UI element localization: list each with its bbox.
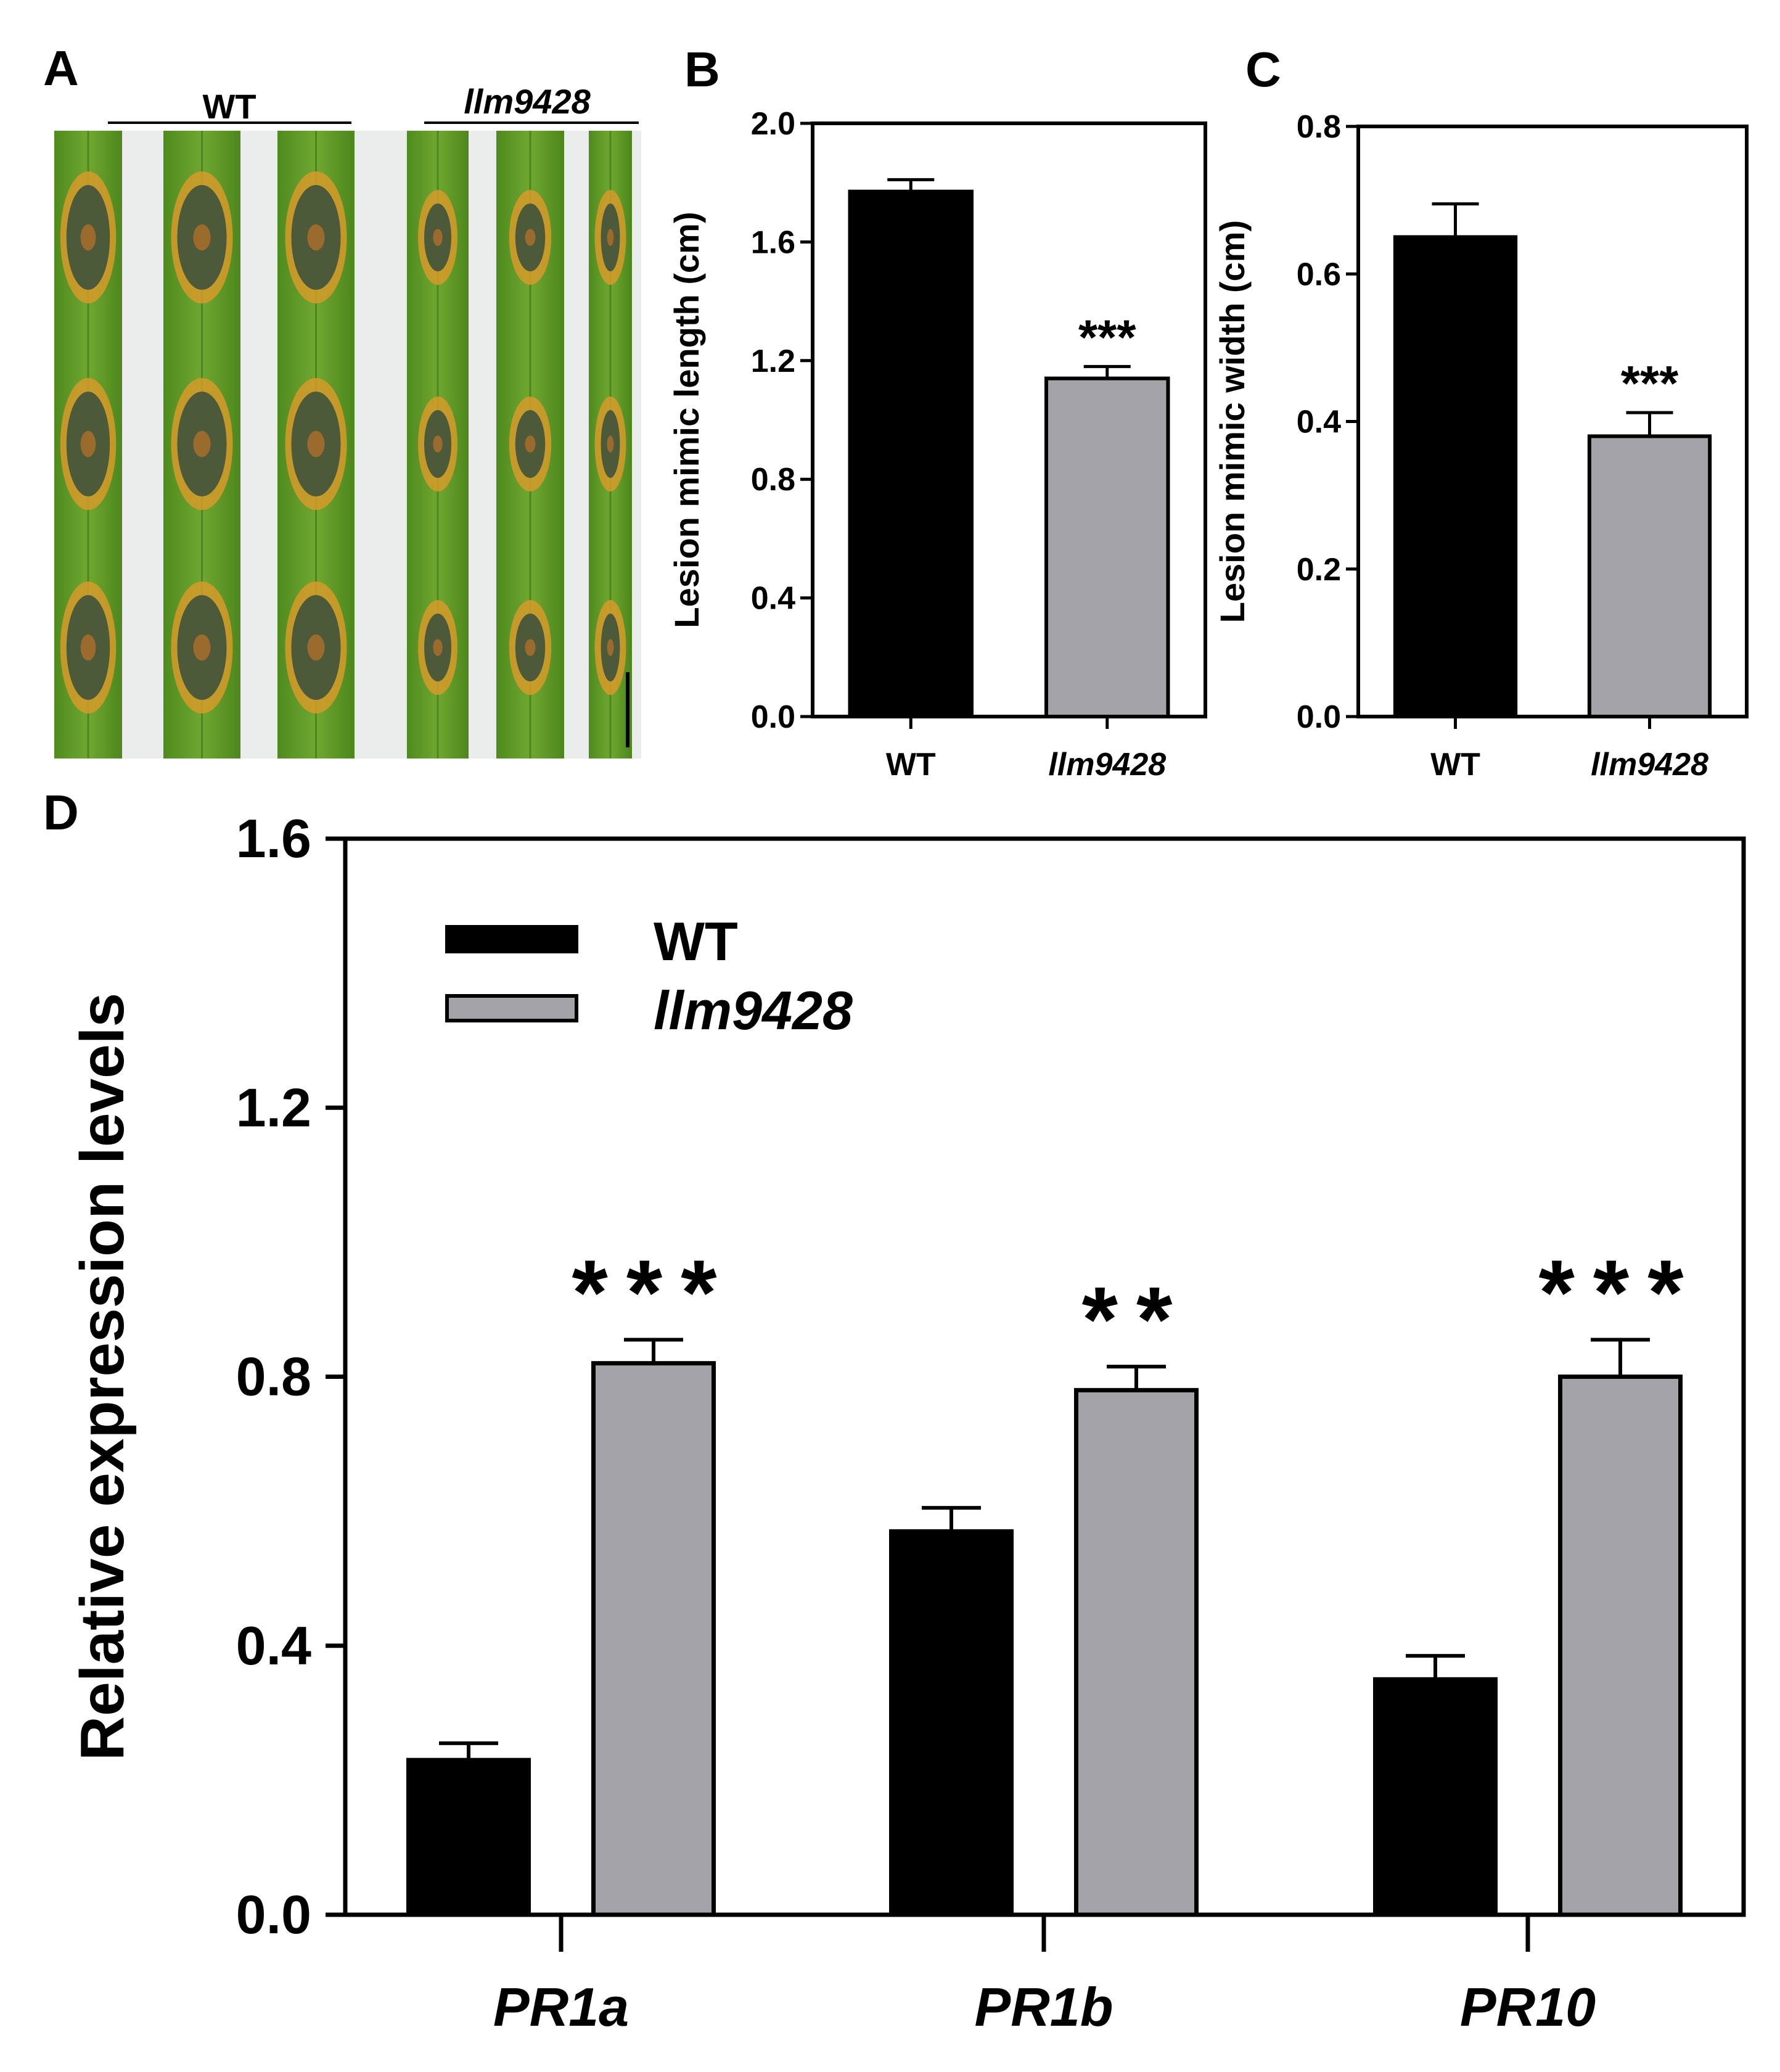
x-tick-label: PR10 bbox=[1460, 1976, 1596, 2037]
y-axis-label: Lesion mimic length (cm) bbox=[667, 212, 706, 628]
bar-mutant-pr1b bbox=[1074, 1388, 1199, 1917]
significance-label: *** bbox=[1538, 1241, 1702, 1344]
lesion-center bbox=[193, 224, 211, 251]
y-tick-label: 1.6 bbox=[751, 224, 795, 260]
x-tick-label: WT bbox=[1430, 747, 1480, 783]
lesion-center bbox=[607, 435, 614, 453]
y-tick-label: 0.4 bbox=[1297, 405, 1341, 440]
x-tick-label: llm9428 bbox=[1048, 747, 1166, 783]
lesion-center bbox=[607, 229, 614, 246]
lesion-center bbox=[80, 224, 96, 251]
x-tick-label: llm9428 bbox=[1591, 747, 1708, 783]
lesion-center bbox=[307, 430, 325, 458]
y-tick-label: 2.0 bbox=[751, 106, 795, 142]
bar-wt-pr1a bbox=[406, 1758, 531, 1917]
legend-swatch-mutant bbox=[445, 994, 578, 1022]
y-tick-label: 0.6 bbox=[1297, 257, 1341, 292]
panel-c: C 0.0 0.2 0.4 0.6 0.8 Lesion mimic width (cm)… bbox=[1213, 42, 1749, 783]
lesion-center bbox=[433, 229, 443, 246]
y-tick-label: 0.0 bbox=[751, 699, 795, 735]
y-tick-label: 1.2 bbox=[751, 343, 795, 379]
bar-mutant-pr10 bbox=[1558, 1375, 1683, 1917]
panel-letter-a: A bbox=[43, 41, 79, 96]
y-tick-label: 1.2 bbox=[236, 1077, 311, 1138]
lesion-center bbox=[525, 435, 536, 453]
panel-b: B 0.0 0.4 0.8 1.2 1.6 2.0 Lesion mimic length … bbox=[667, 42, 1207, 783]
bar-wt-pr1b bbox=[889, 1529, 1014, 1917]
legend-label-mutant: llm9428 bbox=[654, 980, 853, 1041]
lesion-center bbox=[307, 634, 325, 661]
y-tick-label: 0.8 bbox=[751, 462, 795, 498]
significance-label: *** bbox=[1621, 356, 1679, 411]
x-tick-label: PR1a bbox=[493, 1976, 629, 2037]
y-axis-label: Lesion mimic width (cm) bbox=[1213, 220, 1252, 623]
panel-letter-b: B bbox=[684, 42, 720, 97]
bar-wt-pr10 bbox=[1373, 1677, 1498, 1917]
significance-label: *** bbox=[572, 1241, 735, 1344]
lesion-center bbox=[525, 229, 536, 246]
panel-letter-c: C bbox=[1245, 42, 1281, 97]
y-tick-label: 0.2 bbox=[1297, 552, 1341, 588]
y-tick-label: 1.6 bbox=[236, 808, 311, 869]
lesion-center bbox=[525, 639, 536, 656]
x-tick-label: WT bbox=[886, 747, 936, 783]
y-tick-label: 0.0 bbox=[236, 1884, 311, 1945]
lesion-center bbox=[307, 224, 325, 251]
lesion-center bbox=[607, 639, 614, 656]
significance-label: ** bbox=[1082, 1267, 1191, 1371]
leaf-photo bbox=[54, 131, 632, 758]
photo-label-mutant: llm9428 bbox=[464, 82, 591, 121]
lesion-center bbox=[433, 435, 443, 453]
legend-label-wt: WT bbox=[654, 911, 738, 972]
lesion-center bbox=[193, 634, 211, 661]
bar-wt bbox=[848, 189, 974, 718]
bar-mutant bbox=[1587, 434, 1712, 718]
legend-swatch-wt bbox=[445, 925, 578, 953]
chart-c: 0.0 0.2 0.4 0.6 0.8 Lesion mimic width (cm) WT… bbox=[1213, 109, 1749, 783]
y-tick-label: 0.4 bbox=[751, 581, 795, 617]
panel-d: D 0.0 0.4 0.8 1.2 1.6 Relative expression lev… bbox=[43, 785, 1746, 2037]
panel-a: A WT llm9428 bbox=[43, 41, 641, 758]
lesion-center bbox=[80, 634, 96, 661]
bar-mutant-pr1a bbox=[591, 1361, 716, 1917]
y-tick-label: 0.0 bbox=[1297, 699, 1341, 735]
lesion-center bbox=[433, 639, 443, 656]
panel-letter-d: D bbox=[43, 785, 79, 840]
x-tick-label: PR1b bbox=[975, 1976, 1114, 2037]
lesion-center bbox=[80, 430, 96, 458]
plot-frame bbox=[811, 121, 1207, 718]
bar-wt bbox=[1393, 235, 1518, 718]
significance-label: *** bbox=[1078, 310, 1136, 364]
chart-b: 0.0 0.4 0.8 1.2 1.6 2.0 Lesion mimic length (c… bbox=[667, 106, 1207, 783]
y-tick-label: 0.8 bbox=[236, 1346, 311, 1407]
y-tick-label: 0.4 bbox=[236, 1615, 311, 1676]
lesion-center bbox=[193, 430, 211, 458]
bar-mutant bbox=[1044, 376, 1170, 718]
y-axis-label: Relative expression levels bbox=[68, 993, 137, 1761]
chart-d: 0.0 0.4 0.8 1.2 1.6 Relative expression level… bbox=[68, 808, 1746, 2037]
photo-label-wt: WT bbox=[202, 87, 256, 126]
y-tick-label: 0.8 bbox=[1297, 109, 1341, 145]
